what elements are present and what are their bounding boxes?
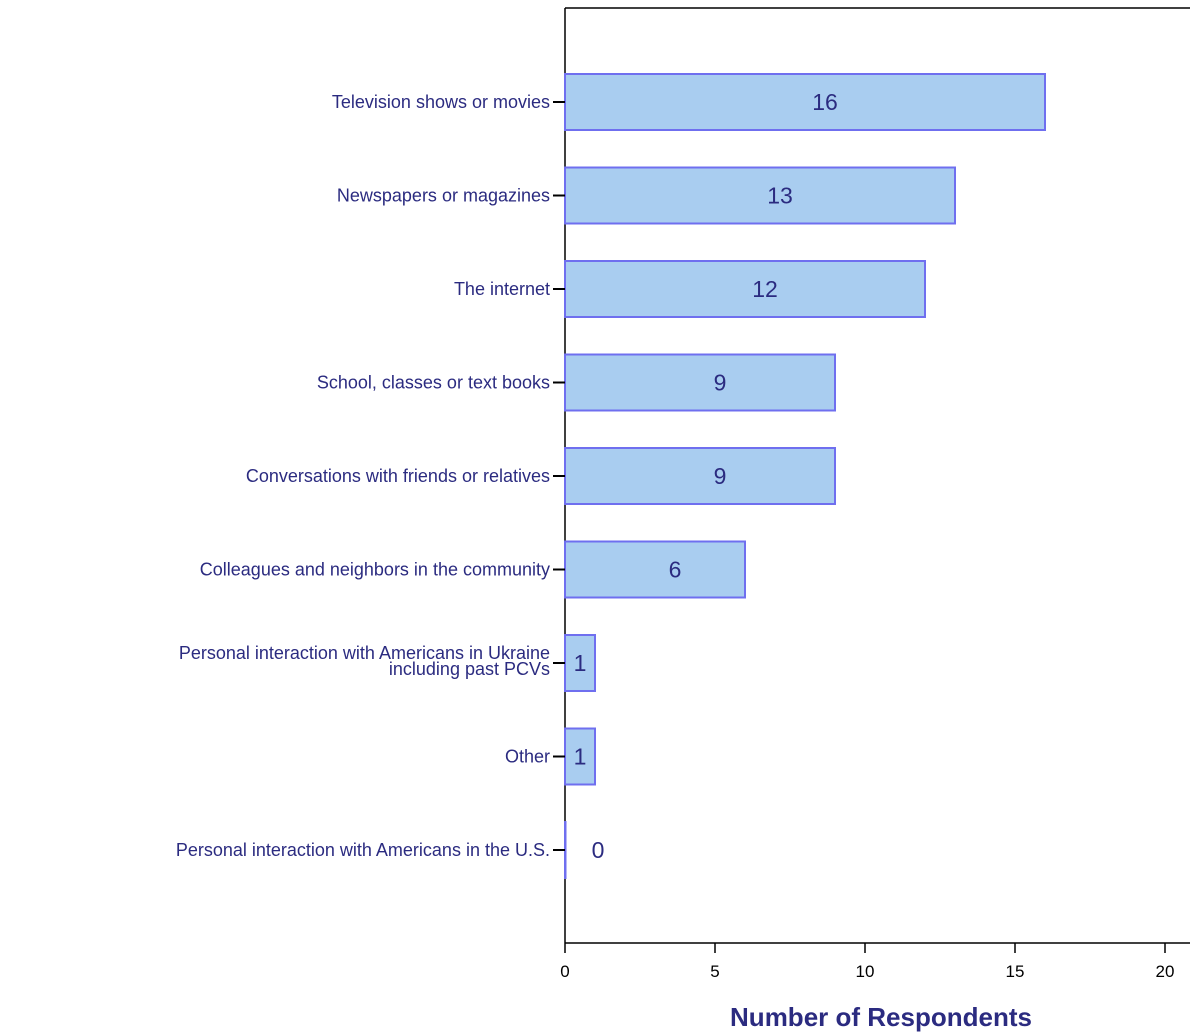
- value-labels-group: 16 13 12 9 9 6 1 1 0: [574, 89, 838, 863]
- bar-value-label: 1: [574, 744, 587, 770]
- category-label: Other: [505, 747, 550, 767]
- x-tick-label: 20: [1156, 962, 1175, 981]
- bar-value-label: 12: [752, 276, 778, 302]
- bar: [564, 447, 836, 505]
- category-label: Personal interaction with Americans in t…: [176, 840, 550, 860]
- bar-value-label: 16: [812, 89, 838, 115]
- x-tick-label: 5: [710, 962, 719, 981]
- bar: [564, 166, 956, 225]
- bar: [564, 260, 926, 318]
- bar-value-label: 0: [592, 837, 605, 863]
- bars-group: [564, 73, 1046, 879]
- category-label: Television shows or movies: [332, 92, 550, 112]
- category-label: Colleagues and neighbors in the communit…: [200, 560, 550, 580]
- category-label: School, classes or text books: [317, 373, 550, 393]
- x-axis-title: Number of Respondents: [730, 1002, 1032, 1032]
- bar-value-label: 1: [574, 650, 587, 676]
- category-label: Personal interaction with Americans in U…: [179, 643, 550, 679]
- category-label: The internet: [454, 279, 550, 299]
- bar: [564, 353, 836, 412]
- bar-value-label: 9: [714, 370, 727, 396]
- bar: [564, 540, 746, 599]
- x-tick-label: 10: [856, 962, 875, 981]
- x-tick-label: 0: [560, 962, 569, 981]
- bar: [564, 727, 596, 786]
- bar: [564, 634, 596, 692]
- bar: [564, 73, 1046, 131]
- bar-value-label: 6: [669, 557, 682, 583]
- x-ticks-group: 0 5 10 15 20: [560, 943, 1174, 981]
- bar-value-label: 13: [767, 183, 793, 209]
- x-tick-label: 15: [1006, 962, 1025, 981]
- bar-value-label: 9: [714, 463, 727, 489]
- bar: [564, 821, 567, 879]
- category-label: Conversations with friends or relatives: [246, 466, 550, 486]
- category-labels-group: Television shows or movies Newspapers or …: [176, 92, 565, 860]
- category-label: Newspapers or magazines: [337, 186, 550, 206]
